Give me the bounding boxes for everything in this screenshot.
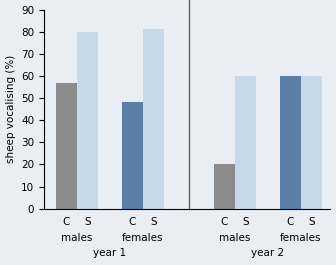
Bar (235, 76, 256, 209)
Text: S: S (242, 218, 249, 227)
Bar (143, 29, 164, 209)
Text: S: S (84, 218, 91, 227)
Text: S: S (150, 218, 157, 227)
Bar (301, 76, 322, 209)
Bar (122, 103, 143, 209)
Text: C: C (129, 218, 136, 227)
Text: C: C (287, 218, 294, 227)
Text: males: males (219, 233, 251, 243)
Bar (214, 164, 235, 209)
Bar (280, 76, 301, 209)
Y-axis label: sheep vocalising (%): sheep vocalising (%) (6, 55, 15, 163)
Bar (77, 32, 98, 209)
Text: year 1: year 1 (93, 249, 126, 258)
Text: year 2: year 2 (251, 249, 285, 258)
Text: C: C (221, 218, 228, 227)
Text: C: C (62, 218, 70, 227)
Text: males: males (61, 233, 93, 243)
Text: S: S (308, 218, 314, 227)
Text: females: females (280, 233, 322, 243)
Bar (56, 83, 77, 209)
Text: females: females (122, 233, 164, 243)
